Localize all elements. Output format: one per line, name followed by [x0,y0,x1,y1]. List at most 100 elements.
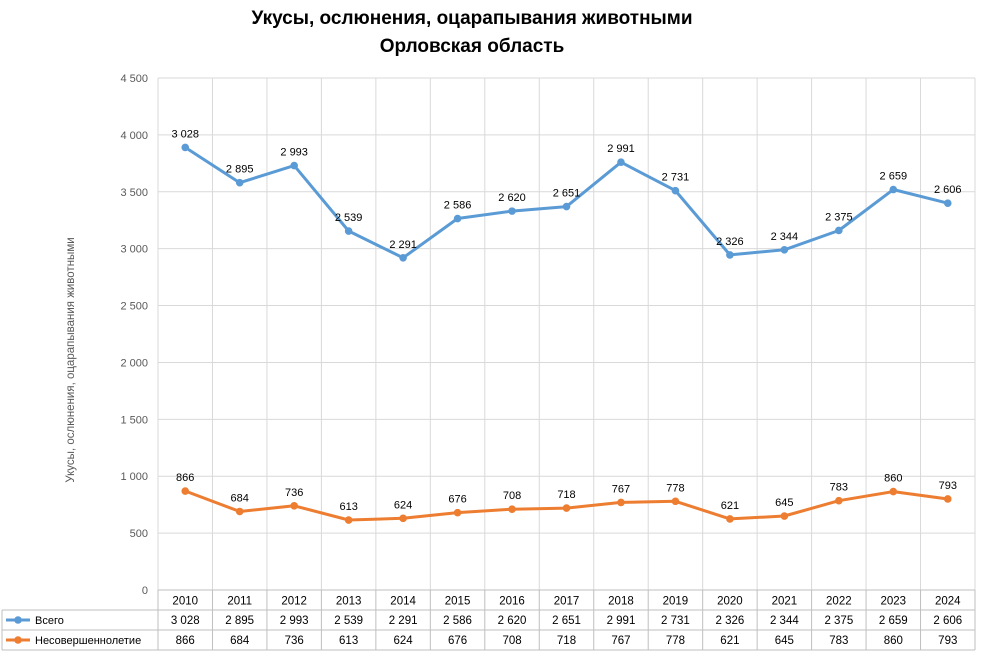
data-label: 2 326 [716,236,744,248]
data-labels: 3 028 2 895 2 993 2 539 2 291 2 586 2 620 2 651… [171,128,961,513]
data-point [943,199,952,207]
data-point [671,186,680,195]
data-label: 2 344 [771,231,799,243]
data-point [835,226,843,235]
table-year-header: 2024 [935,596,961,608]
data-label: 2 993 [280,147,308,159]
table-year-header: 2013 [336,596,362,608]
data-label: 793 [939,480,957,492]
data-label: 736 [285,487,303,499]
data-label: 2 651 [553,188,581,200]
data-label: 3 028 [171,128,199,140]
y-axis-label: Укусы, ослюнения, оцарапывания животными [65,237,77,482]
legend-series-name: Всего [35,615,64,627]
data-point [617,158,625,166]
table-year-header: 2012 [281,596,307,608]
table-cell-value: 860 [884,635,903,647]
table-cell-value: 767 [611,635,630,647]
data-label: 778 [666,482,684,494]
data-label: 613 [339,501,357,513]
data-label: 676 [448,494,466,506]
table-cell-value: 736 [285,635,304,647]
table-cell-value: 684 [230,635,250,647]
legend-key-marker [14,616,22,624]
table-cell-value: 645 [775,635,794,647]
data-point [780,246,789,254]
data-point [344,227,353,235]
data-point [671,497,680,506]
data-label: 783 [830,482,848,494]
table-cell-value: 708 [502,635,521,647]
series-lines [181,143,952,524]
table-cell-value: 2 586 [443,615,472,627]
table-year-header: 2021 [772,596,798,608]
data-point [181,487,190,495]
legend-series-name: Несовершеннолетие [35,635,141,647]
table-cell-value: 2 375 [824,615,853,627]
data-label: 684 [231,492,249,504]
data-point [508,207,516,215]
table-cell-value: 2 344 [770,615,799,627]
y-tick-label: 0 [142,585,148,597]
table-cell-value: 2 991 [607,615,636,627]
table-cell-value: 2 993 [280,615,309,627]
data-label: 2 659 [880,171,908,183]
y-tick-label: 3 000 [120,244,148,256]
data-label: 2 375 [825,211,853,223]
data-point [290,161,298,170]
table-cell-value: 613 [339,635,358,647]
y-tick-label: 4 500 [120,73,148,85]
table-cell-value: 2 606 [933,615,962,627]
table-cell-value: 2 326 [716,615,745,627]
table-cell-value: 2 659 [879,615,908,627]
data-point [453,214,462,223]
data-point [889,185,898,194]
data-point [399,514,407,523]
table-cell-value: 621 [720,635,739,647]
data-point [562,504,571,512]
y-tick-label: 1 000 [120,471,148,483]
data-label: 2 606 [934,184,962,196]
table-cell-value: 2 895 [225,615,254,627]
table-cell-value: 866 [176,635,195,647]
table-year-header: 2014 [390,596,416,608]
y-tick-label: 500 [130,528,148,540]
y-tick-label: 3 500 [120,187,148,199]
data-label: 2 620 [498,192,526,204]
table-cell-value: 793 [938,635,957,647]
data-point [344,516,353,524]
table-cell-value: 718 [557,635,576,647]
data-point [889,487,898,496]
table-cell-value: 2 731 [661,615,690,627]
data-point [726,515,734,523]
table-year-header: 2016 [499,596,525,608]
y-tick-labels: 0 500 1 000 1 500 2 000 2 500 3 000 3 500 4 000 4… [120,73,148,597]
data-label: 2 539 [335,212,363,224]
table-year-header: 2018 [608,596,634,608]
table-year-header: 2015 [445,596,471,608]
data-point [181,143,190,152]
table-year-header: 2011 [227,596,252,608]
table-cell-value: 676 [448,635,467,647]
table-year-header: 2019 [663,596,689,608]
data-point [235,507,244,516]
data-label: 624 [394,499,412,511]
data-point [235,178,244,187]
data-point [617,498,625,507]
y-tick-label: 1 500 [120,414,148,426]
y-tick-label: 2 500 [120,301,148,313]
chart-title: Укусы, ослюнения, оцарапывания животными [251,8,692,29]
table-cell-value: 3 028 [171,615,200,627]
data-label: 2 731 [662,172,690,184]
data-table: 2010 2011 2012 2013 2014 2015 2016 2017 2018 2019… [1,589,976,651]
chart-subtitle: Орловская область [380,36,565,57]
table-cell-value: 778 [666,635,685,647]
data-point [290,502,298,510]
table-year-header: 2022 [826,596,852,608]
data-label: 860 [884,473,902,485]
table-cell-value: 783 [829,635,848,647]
table-year-header: 2017 [554,596,580,608]
data-label: 2 586 [444,200,472,212]
data-point [726,251,734,259]
